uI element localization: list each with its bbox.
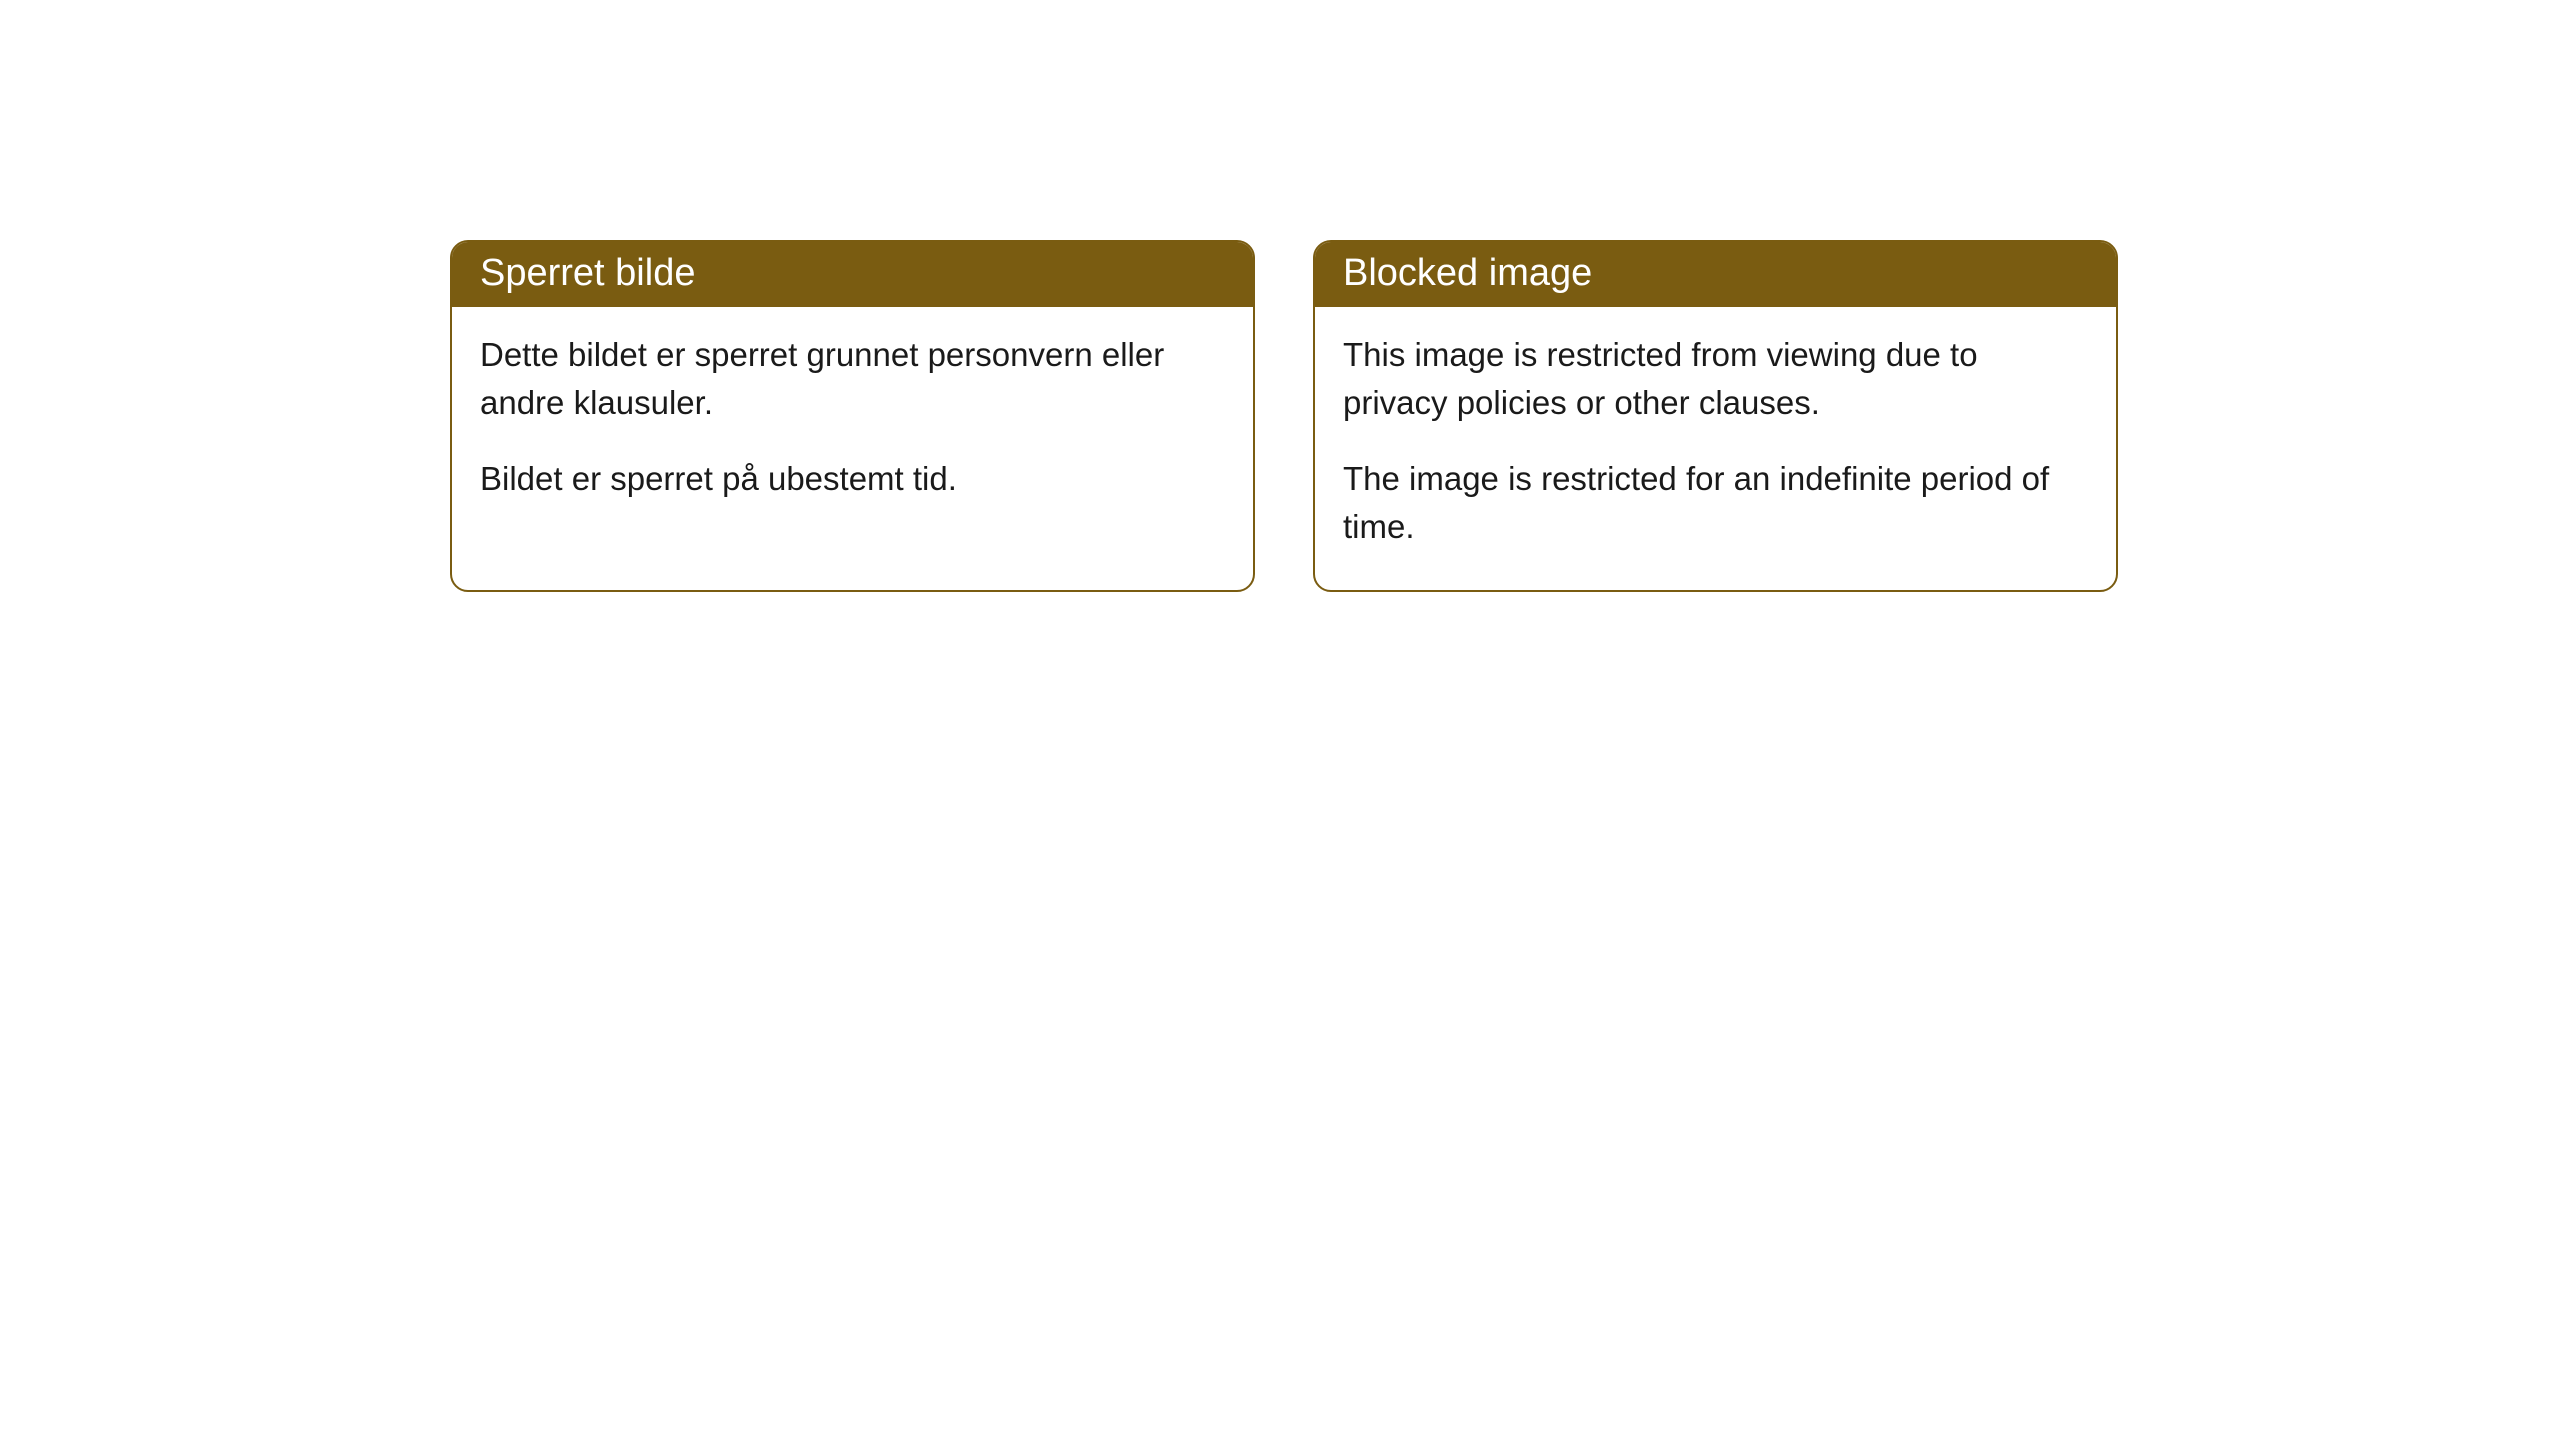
- card-header: Blocked image: [1315, 242, 2116, 307]
- card-body: This image is restricted from viewing du…: [1315, 307, 2116, 590]
- card-paragraph: Bildet er sperret på ubestemt tid.: [480, 455, 1225, 503]
- card-header: Sperret bilde: [452, 242, 1253, 307]
- blocked-image-card-norwegian: Sperret bilde Dette bildet er sperret gr…: [450, 240, 1255, 592]
- blocked-image-card-english: Blocked image This image is restricted f…: [1313, 240, 2118, 592]
- card-title: Blocked image: [1343, 252, 1592, 294]
- card-paragraph: This image is restricted from viewing du…: [1343, 331, 2088, 427]
- card-paragraph: The image is restricted for an indefinit…: [1343, 455, 2088, 551]
- card-paragraph: Dette bildet er sperret grunnet personve…: [480, 331, 1225, 427]
- card-body: Dette bildet er sperret grunnet personve…: [452, 307, 1253, 543]
- card-title: Sperret bilde: [480, 252, 695, 294]
- notice-cards-container: Sperret bilde Dette bildet er sperret gr…: [450, 240, 2118, 592]
